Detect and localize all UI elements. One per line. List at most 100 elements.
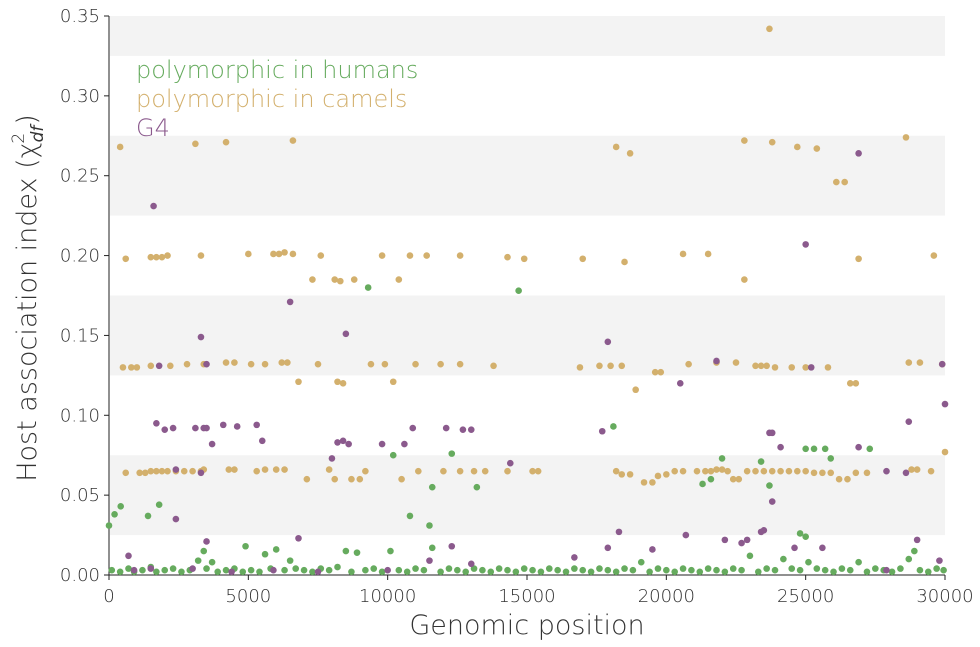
data-point [462,568,469,576]
data-point [852,469,860,477]
data-point [284,359,291,366]
data-point [169,565,177,572]
data-point [827,455,835,462]
legend-entry-1: polymorphic in camels [136,85,407,113]
data-point [520,255,528,263]
data-point [164,252,171,259]
data-point [852,380,860,387]
data-point [805,558,812,566]
data-point [512,568,520,576]
data-point [203,538,210,545]
data-point [746,552,754,560]
data-point [777,443,784,451]
data-point [456,467,464,475]
data-point [445,565,453,572]
data-point [490,362,497,370]
data-point [649,479,656,486]
data-point [395,566,403,574]
data-point [423,252,430,259]
data-point [682,531,690,539]
data-point [470,565,478,572]
data-point [189,565,196,572]
data-point [941,400,949,408]
data-point [428,544,436,552]
data-point [713,466,720,473]
data-point [339,437,347,445]
data-point [303,475,311,483]
data-point [757,458,765,465]
data-point [153,568,160,576]
data-point [401,440,408,448]
data-point [596,565,603,572]
data-point [172,515,180,523]
data-point [785,467,793,475]
data-point [621,258,628,266]
data-point [111,511,118,518]
data-point [197,469,205,477]
y-axis-title-close: ) [12,114,43,125]
data-point [412,360,419,368]
data-point [119,364,127,371]
data-point [147,565,155,572]
data-point [194,557,202,564]
data-point [133,364,141,371]
data-point [406,252,414,259]
data-point [545,565,553,572]
data-point [122,255,130,263]
data-point [902,469,910,477]
data-point [203,424,210,432]
data-point [406,512,414,520]
data-point [846,566,854,574]
data-point [426,522,433,529]
data-point [940,566,947,574]
data-point [827,469,835,477]
data-point [729,565,737,572]
data-point [125,565,132,572]
data-point [911,547,918,555]
data-point [699,480,706,488]
data-point [278,359,286,366]
data-point [350,276,358,283]
data-point [766,25,773,33]
data-point [802,445,809,453]
data-point [153,253,160,261]
data-point [629,566,637,574]
data-point [534,467,542,475]
data-point [231,359,238,366]
data-point [757,362,765,370]
data-point [153,467,160,475]
data-point [242,542,249,550]
data-point [334,563,341,571]
data-point [381,360,389,368]
data-point [348,568,355,576]
data-point [169,424,177,432]
data-point [743,536,751,544]
data-point [289,137,297,144]
data-point [897,565,904,572]
data-point [161,566,169,574]
data-point [415,467,422,475]
data-point [362,467,369,475]
data-point [693,467,701,475]
data-point [626,150,634,157]
data-point [771,566,779,574]
data-point [554,566,561,574]
data-point [456,360,464,368]
data-point [183,360,191,368]
data-point [245,250,252,258]
data-point [640,479,648,486]
data-point [807,364,815,371]
data-point [607,362,614,370]
data-point [766,482,773,489]
data-point [295,534,302,542]
data-point [721,536,729,544]
data-point [729,475,737,483]
data-point [830,568,837,576]
y-tick-label: 0.30 [60,86,100,107]
series-2 [125,150,949,576]
data-point [679,250,687,258]
data-point [752,467,759,475]
data-point [905,555,913,563]
data-point [345,440,352,448]
data-point [192,424,199,432]
